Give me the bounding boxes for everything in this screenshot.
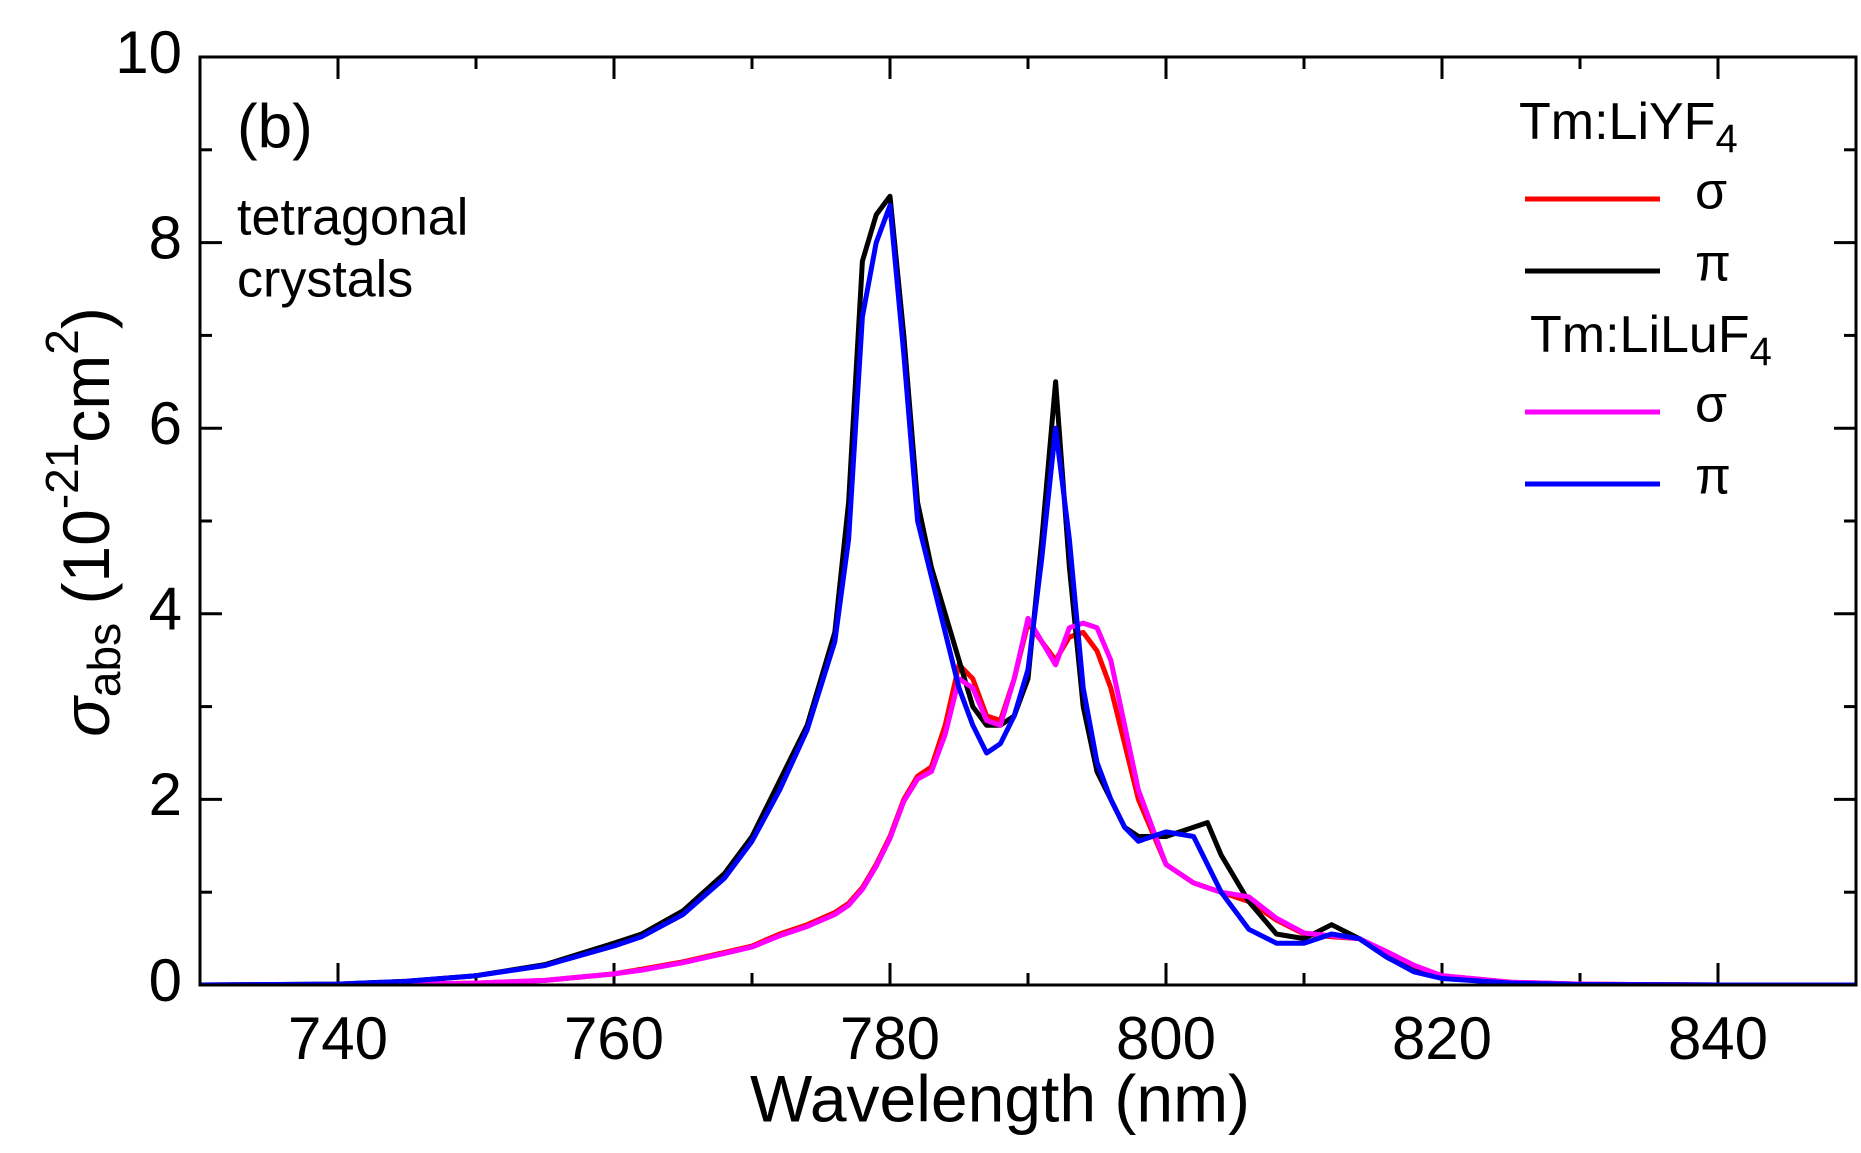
legend-label: π [1695, 448, 1731, 506]
y-tick-label: 4 [149, 576, 182, 643]
y-tick-label: 2 [149, 761, 182, 828]
y-axis-label-part: 2 [36, 329, 88, 355]
x-tick-label: 800 [1116, 1005, 1216, 1072]
panel-label: (b) [237, 92, 313, 161]
x-tick-label: 740 [288, 1005, 388, 1072]
y-axis-label: σabs (10-21cm2) [36, 307, 130, 737]
x-tick-label: 780 [840, 1005, 940, 1072]
legend-label: σ [1695, 163, 1727, 221]
y-axis-label-part: -21 [36, 443, 88, 509]
plot-frame [198, 55, 1858, 987]
y-axis-label-part: cm [49, 355, 123, 443]
data-line [200, 203, 1856, 985]
x-tick-label: 840 [1668, 1005, 1768, 1072]
legend-group-sub: 4 [1715, 117, 1737, 161]
legend-group-text: Tm:LiYF [1519, 93, 1715, 151]
y-axis-label-part: abs [78, 623, 130, 697]
y-axis-label-part: (10 [49, 509, 123, 623]
plot-area [200, 193, 1856, 985]
legend-group-text: Tm:LiLuF [1530, 306, 1750, 364]
legend-group-title: Tm:LiLuF4 [1530, 306, 1772, 374]
y-tick-label: 0 [149, 947, 182, 1014]
x-tick-label: 760 [564, 1005, 664, 1072]
x-tick-label: 820 [1392, 1005, 1492, 1072]
legend-group-sub: 4 [1750, 330, 1772, 374]
y-tick-label: 10 [115, 19, 182, 86]
legend-label: π [1695, 235, 1731, 293]
y-axis-label-part: σ [49, 695, 123, 737]
annotation: tetragonal [237, 189, 468, 247]
y-tick-label: 6 [149, 390, 182, 457]
y-axis-label-part: ) [49, 307, 123, 329]
y-tick-label: 8 [149, 204, 182, 271]
legend-group-title: Tm:LiYF4 [1519, 93, 1738, 161]
legend-label: σ [1695, 376, 1727, 434]
annotation: crystals [237, 251, 413, 309]
x-axis-label: Wavelength (nm) [750, 1061, 1250, 1135]
